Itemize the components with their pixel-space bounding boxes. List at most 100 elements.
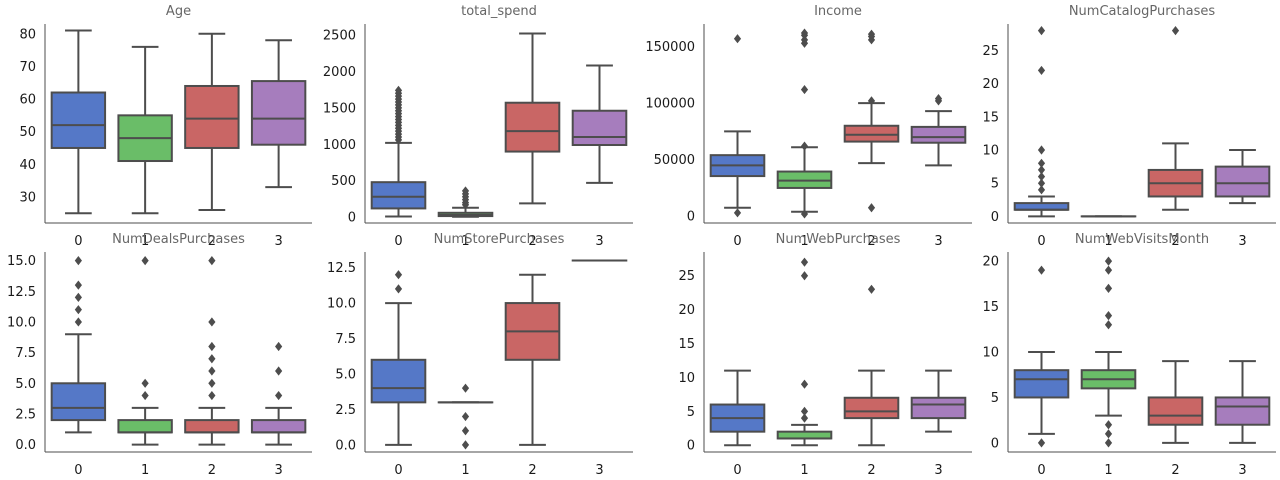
outlier-point xyxy=(208,255,216,266)
outlier-point xyxy=(208,341,216,352)
chart-3-y-tick-label: 25 xyxy=(982,44,999,59)
chart-2-y-tick-label: 100000 xyxy=(645,97,695,112)
chart-2-y-tick-label: 150000 xyxy=(645,40,695,55)
chart-3-box-2 xyxy=(1147,26,1204,211)
outlier-point xyxy=(141,255,149,266)
chart-2-title: Income xyxy=(814,4,862,19)
outlier-point xyxy=(208,390,216,401)
chart-1-y-tick-label: 0 xyxy=(348,211,356,226)
outlier-point xyxy=(800,28,809,38)
chart-3-y-tick-label: 5 xyxy=(991,177,999,192)
iqr-box xyxy=(1214,165,1271,198)
chart-5-x-tick-label: 0 xyxy=(394,463,402,478)
chart-7-y-tick-label: 5 xyxy=(991,391,999,406)
chart-1-y-tick-label: 2500 xyxy=(323,28,356,43)
chart-6-x-tick-label: 2 xyxy=(867,463,875,478)
outlier-point xyxy=(800,413,809,423)
outlier-point xyxy=(394,270,403,280)
chart-0-x-tick-label: 1 xyxy=(141,234,149,249)
chart-6-y-tick-label: 15 xyxy=(678,337,695,352)
chart-4-x-tick-label: 1 xyxy=(141,463,149,478)
chart-5-box-0 xyxy=(370,270,427,446)
iqr-box xyxy=(910,396,967,420)
chart-0-y-tick-label: 40 xyxy=(19,158,36,173)
chart-0-panel: Age 30 40 50 60 70 80 0 1 2 3 xyxy=(19,4,312,249)
outlier-point xyxy=(208,354,216,364)
outlier-point xyxy=(1104,283,1113,293)
chart-6-y-tick-label: 5 xyxy=(687,405,695,420)
chart-2-box-0 xyxy=(709,34,766,218)
outlier-point xyxy=(1037,171,1046,182)
iqr-box xyxy=(370,181,427,210)
chart-1-box-3 xyxy=(571,64,628,184)
outlier-point xyxy=(1037,26,1046,36)
outlier-point xyxy=(1104,311,1113,321)
outlier-point xyxy=(1104,438,1113,448)
chart-3-title: NumCatalogPurchases xyxy=(1069,4,1216,19)
outlier-point xyxy=(867,203,876,213)
iqr-box xyxy=(843,396,900,420)
outlier-point xyxy=(74,292,82,302)
outlier-point xyxy=(800,379,809,389)
outlier-point xyxy=(733,208,742,218)
chart-1-x-tick-label: 3 xyxy=(595,234,603,249)
chart-2-panel: Income 0 50000 100000 150000 0 1 2 3 xyxy=(645,4,972,249)
chart-5-box-2 xyxy=(504,273,561,446)
chart-0-y-tick-label: 80 xyxy=(19,27,36,42)
iqr-box xyxy=(571,109,628,147)
outlier-point xyxy=(1104,429,1113,439)
chart-3-x-tick-label: 1 xyxy=(1104,234,1112,249)
outlier-point xyxy=(275,341,283,352)
iqr-box xyxy=(250,419,307,434)
chart-1-y-tick-label: 500 xyxy=(331,174,356,189)
chart-4-y-tick-label: 15.0 xyxy=(7,254,36,269)
iqr-box xyxy=(117,419,173,434)
outlier-point xyxy=(1037,438,1046,448)
chart-0-box-3 xyxy=(250,39,307,189)
chart-4-title: NumDealsPurchases xyxy=(112,232,245,247)
outlier-point xyxy=(141,390,149,401)
outlier-point xyxy=(461,186,470,196)
chart-2-x-tick-label: 2 xyxy=(867,234,875,249)
iqr-box xyxy=(1013,369,1070,399)
chart-6-y-tick-label: 20 xyxy=(678,303,695,318)
chart-0-x-tick-label: 0 xyxy=(74,234,82,249)
outlier-point xyxy=(1104,320,1113,330)
outlier-point xyxy=(1037,165,1046,175)
chart-6-y-tick-label: 10 xyxy=(678,371,695,386)
chart-7-y-tick-label: 10 xyxy=(982,346,999,361)
outlier-point xyxy=(275,366,283,376)
outlier-point xyxy=(1037,158,1046,168)
iqr-box xyxy=(184,419,240,434)
outlier-point xyxy=(800,406,809,416)
chart-7-y-tick-label: 20 xyxy=(982,255,999,270)
chart-2-x-tick-label: 1 xyxy=(800,234,808,249)
outlier-point xyxy=(394,85,403,95)
chart-7-box-1 xyxy=(1080,256,1137,448)
outlier-point xyxy=(800,84,809,95)
chart-2-y-tick-label: 50000 xyxy=(654,153,695,168)
chart-3-x-tick-label: 0 xyxy=(1037,234,1045,249)
chart-3-y-tick-label: 10 xyxy=(982,144,999,159)
chart-1-y-tick-label: 1500 xyxy=(323,101,356,116)
iqr-box xyxy=(910,125,967,144)
chart-6-x-tick-label: 1 xyxy=(800,463,808,478)
chart-7-y-tick-label: 0 xyxy=(991,436,999,451)
chart-4-y-tick-label: 2.5 xyxy=(15,407,36,422)
outlier-point xyxy=(208,378,216,388)
outlier-point xyxy=(1037,65,1046,76)
chart-4-y-tick-label: 7.5 xyxy=(15,346,36,361)
iqr-box xyxy=(250,80,307,146)
iqr-box xyxy=(776,430,833,440)
chart-4-box-0 xyxy=(50,255,107,434)
chart-1-y-tick-label: 1000 xyxy=(323,138,356,153)
chart-4-x-tick-label: 0 xyxy=(74,463,82,478)
outlier-point xyxy=(1037,265,1046,275)
chart-2-box-1 xyxy=(776,28,833,219)
chart-4-y-tick-label: 12.5 xyxy=(7,285,36,300)
chart-5-y-tick-label: 2.5 xyxy=(335,403,356,418)
chart-1-x-tick-label: 0 xyxy=(394,234,402,249)
chart-0-box-1 xyxy=(117,45,173,215)
chart-0-box-0 xyxy=(50,29,107,215)
outlier-point xyxy=(800,141,809,151)
